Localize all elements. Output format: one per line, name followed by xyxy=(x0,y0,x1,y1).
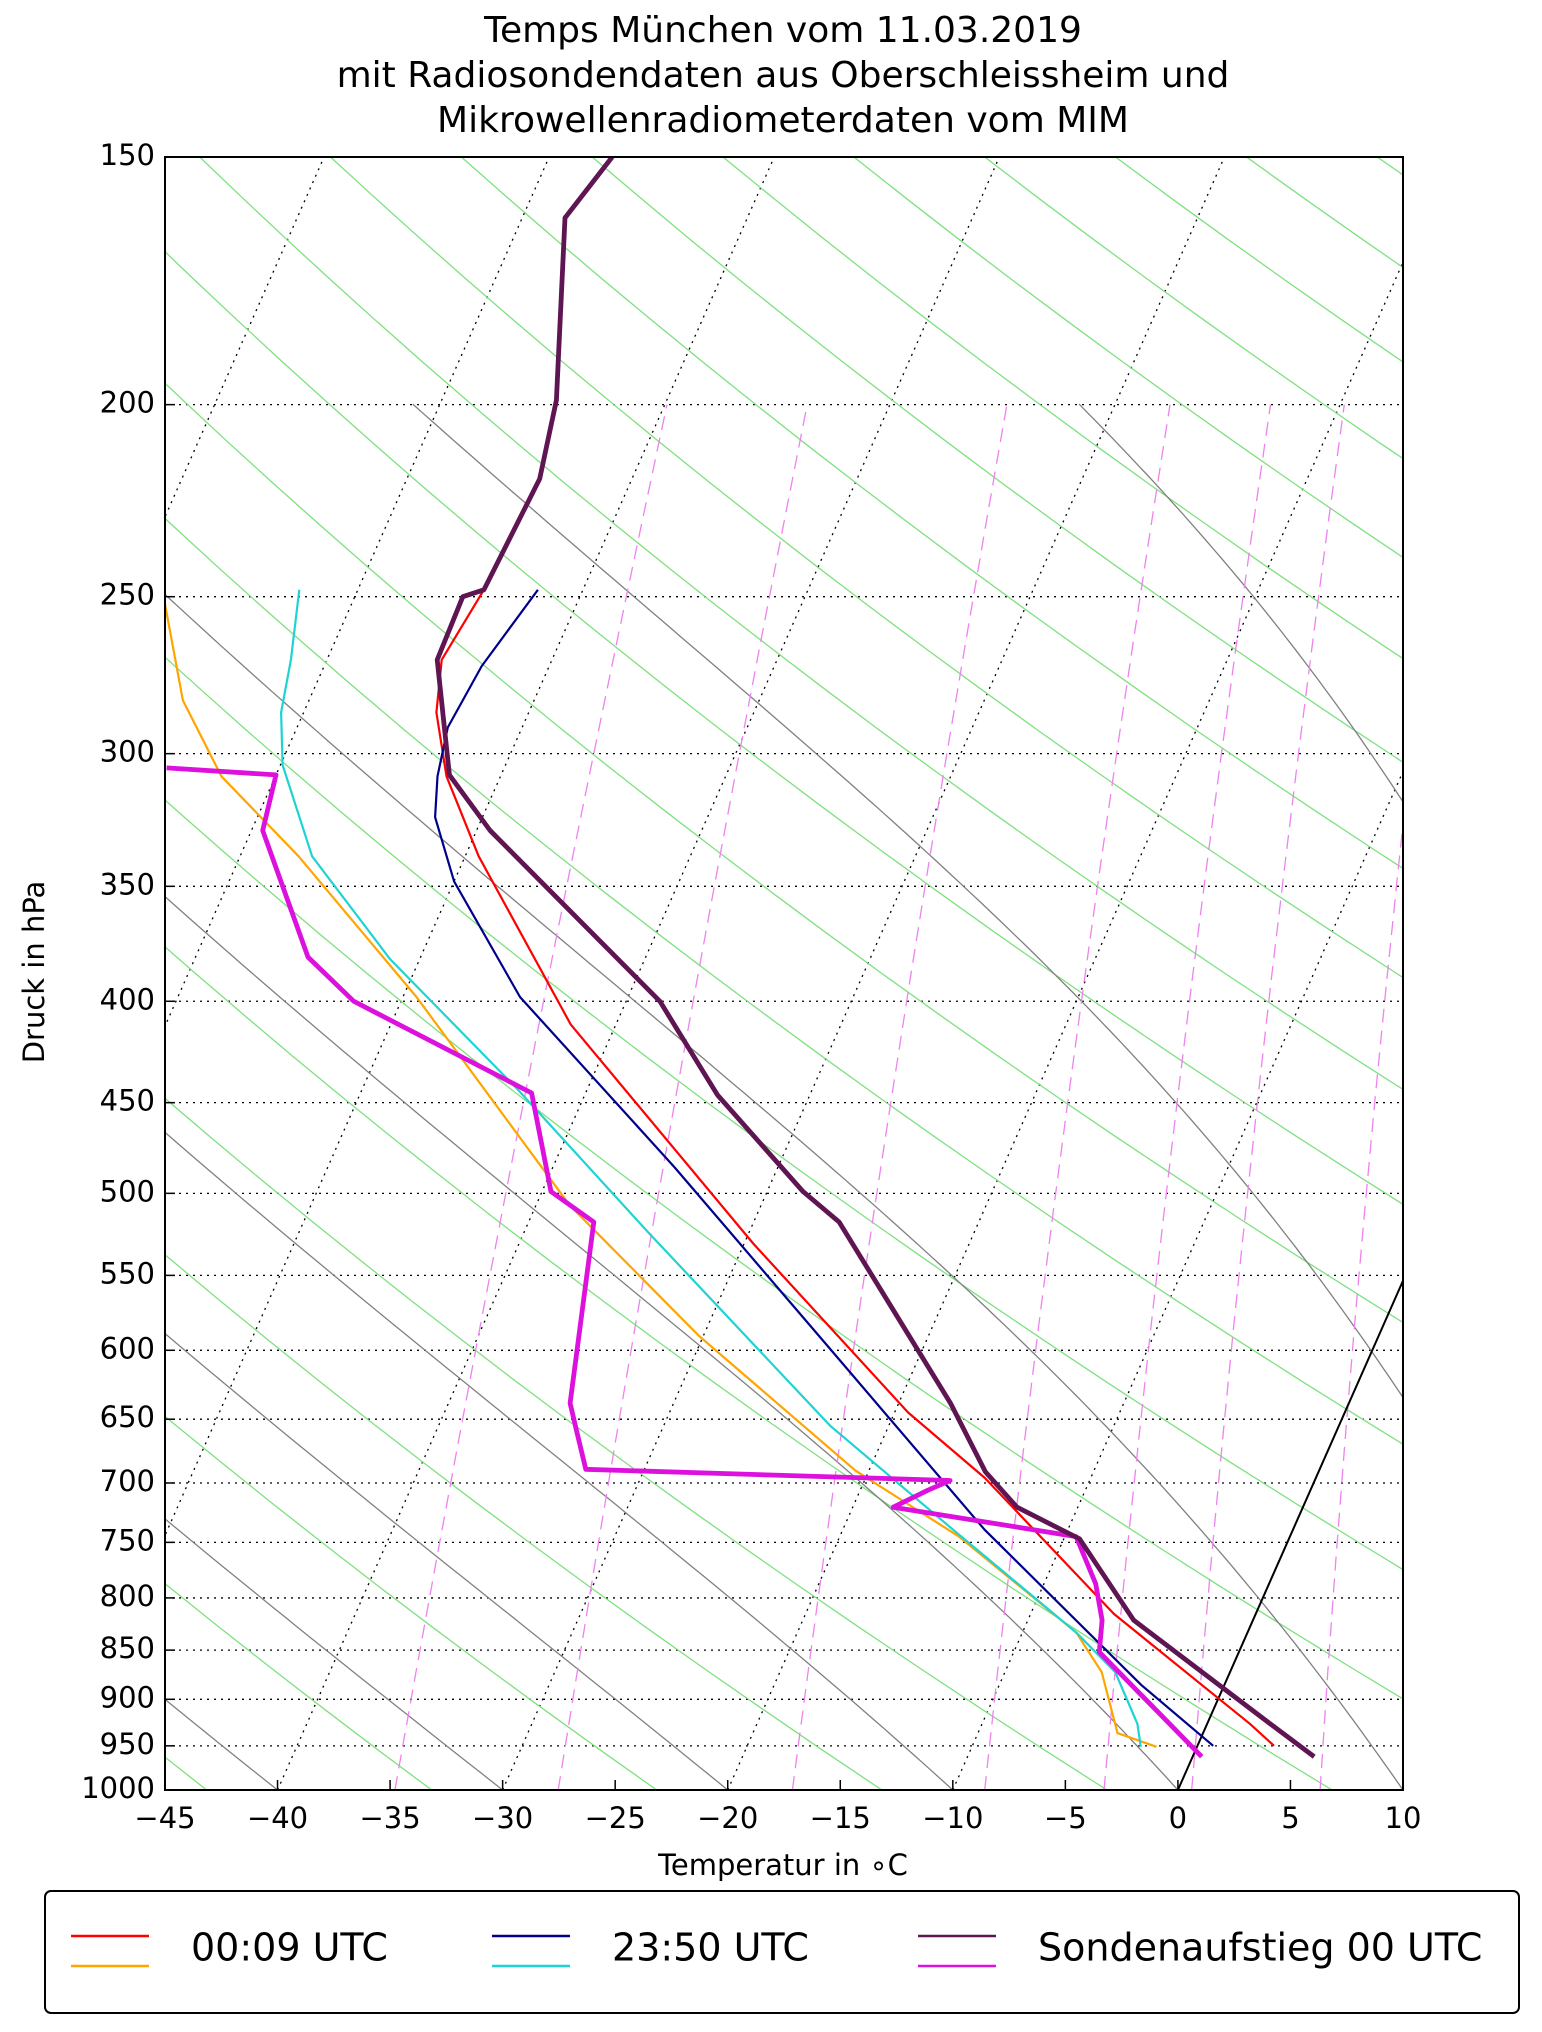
zero-isotherm xyxy=(1176,1278,1403,1790)
dry-adiabat xyxy=(165,656,1403,1571)
mixing-ratio-line xyxy=(984,404,1171,1790)
temperature-line xyxy=(434,157,1316,1759)
legend-label: 23:50 UTC xyxy=(612,1926,809,1970)
y-tick-label: 400 xyxy=(100,982,155,1016)
y-tick-label: 450 xyxy=(100,1084,155,1118)
dry-adiabat xyxy=(853,157,1403,559)
dry-adiabat xyxy=(1246,157,1403,269)
dewpoint-line xyxy=(166,765,1204,1759)
x-tick-label: −15 xyxy=(810,1801,871,1835)
temperature-line xyxy=(434,589,1214,1747)
dewpoint-line xyxy=(165,603,1157,1748)
mixing-ratio-line xyxy=(791,404,1008,1790)
title-line: Temps München vom 11.03.2019 xyxy=(483,10,1082,51)
y-tick-label: 1000 xyxy=(81,1771,155,1805)
dry-adiabat xyxy=(199,157,1403,1091)
y-tick-label: 250 xyxy=(100,578,155,612)
mixing-ratio-line xyxy=(1191,404,1345,1790)
title-line: mit Radiosondendaten aus Oberschleisshei… xyxy=(337,55,1230,96)
x-tick-label: −35 xyxy=(359,1801,420,1835)
y-tick-label: 150 xyxy=(100,138,155,172)
moist-adiabat xyxy=(165,1518,504,1790)
mixing-ratio-line xyxy=(1103,404,1272,1790)
moist-adiabat xyxy=(165,593,1403,1790)
dry-adiabat xyxy=(460,157,1403,870)
mixing-ratio-line xyxy=(1415,405,1531,1790)
moist-adiabat xyxy=(412,403,1403,1399)
moist-adiabat xyxy=(0,404,53,1790)
x-tick-label: −25 xyxy=(585,1801,646,1835)
dry-adiabat xyxy=(165,382,1403,1324)
isotherm xyxy=(165,157,550,1028)
y-tick-label: 950 xyxy=(100,1727,155,1761)
moist-adiabat xyxy=(165,895,1179,1790)
data-lines xyxy=(165,157,1316,1759)
dry-adiabat xyxy=(1508,157,1542,1790)
dry-adiabat xyxy=(722,157,1403,660)
dry-adiabat xyxy=(165,517,1403,1445)
y-tick-label: 650 xyxy=(100,1400,155,1434)
x-tick-label: −10 xyxy=(922,1801,983,1835)
isotherm xyxy=(727,260,1403,1790)
isotherm xyxy=(1177,1279,1403,1790)
temperature-line xyxy=(435,589,1275,1747)
dry-adiabat xyxy=(330,157,1403,979)
y-tick-label: 300 xyxy=(100,735,155,769)
y-tick-label: 200 xyxy=(100,386,155,420)
x-tick-label: −20 xyxy=(697,1801,758,1835)
legend-label: Sondenaufstieg 00 UTC xyxy=(1038,1926,1482,1970)
y-tick-label: 700 xyxy=(100,1464,155,1498)
title-line: Mikrowellenradiometerdaten vom MIM xyxy=(437,100,1129,141)
x-tick-label: −30 xyxy=(472,1801,533,1835)
y-tick-label: 600 xyxy=(100,1331,155,1365)
mixing-ratio-line xyxy=(557,404,808,1790)
y-tick-label: 350 xyxy=(100,867,155,901)
x-tick-label: −45 xyxy=(134,1801,195,1835)
legend-label: 00:09 UTC xyxy=(191,1926,388,1970)
x-axis-label: Temperatur in ∘C xyxy=(657,1848,908,1882)
dry-adiabat xyxy=(1115,157,1403,363)
legend: 00:09 UTC 23:50 UTC Sondenaufstieg 00 UTC xyxy=(71,1926,1482,1970)
y-tick-label: 550 xyxy=(100,1256,155,1290)
reference-lines xyxy=(0,157,1542,1790)
dry-adiabat xyxy=(1376,157,1403,176)
dry-adiabat xyxy=(984,157,1403,460)
dry-adiabat xyxy=(165,1097,1108,1790)
dry-adiabat xyxy=(165,1253,883,1790)
y-tick-label: 800 xyxy=(100,1579,155,1613)
isotherm xyxy=(952,769,1403,1790)
y-axis-label: Druck in hPa xyxy=(17,881,51,1064)
legend-box xyxy=(44,1890,1520,2014)
y-tick-label: 500 xyxy=(100,1174,155,1208)
mixing-ratio-line xyxy=(1319,818,1403,1790)
moist-adiabat xyxy=(165,1332,729,1790)
moist-adiabat xyxy=(165,1131,954,1790)
isotherm xyxy=(1402,1788,1403,1790)
plot-frame xyxy=(164,156,1404,1791)
isotherm xyxy=(276,157,1000,1790)
x-tick-label: 10 xyxy=(1385,1801,1422,1835)
dry-adiabat xyxy=(165,1415,658,1790)
x-tick-label: −40 xyxy=(247,1801,308,1835)
y-tick-label: 750 xyxy=(100,1523,155,1557)
moist-adiabat xyxy=(1078,403,1403,804)
dewpoint-line xyxy=(280,589,1142,1747)
y-tick-label: 900 xyxy=(100,1680,155,1714)
mixing-ratio-line xyxy=(1490,405,1542,1790)
x-tick-label: 0 xyxy=(1169,1801,1187,1835)
x-tick-label: 5 xyxy=(1281,1801,1299,1835)
y-tick-label: 850 xyxy=(100,1631,155,1665)
dry-adiabat xyxy=(165,945,1333,1790)
dry-adiabat xyxy=(165,799,1403,1700)
dry-adiabat xyxy=(591,157,1403,764)
x-tick-label: −5 xyxy=(1044,1801,1087,1835)
